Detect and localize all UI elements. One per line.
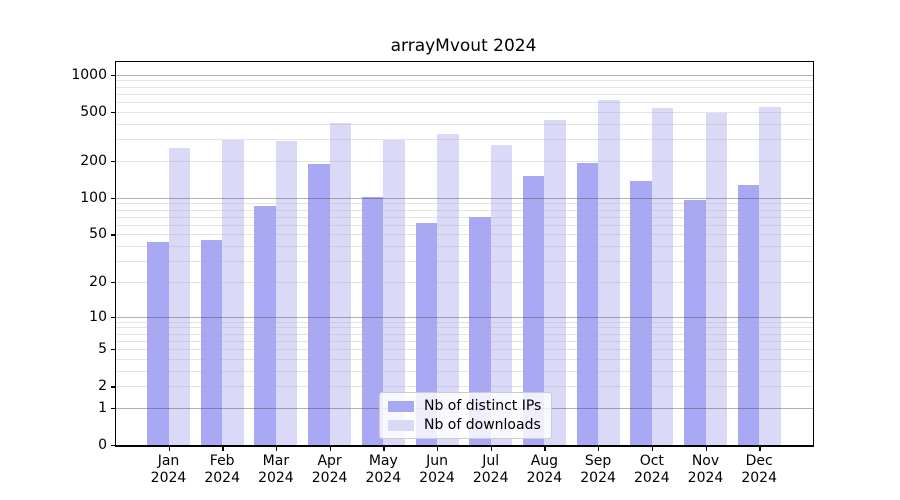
bar-downloads-jul [490, 145, 513, 445]
x-tick-apr [329, 447, 331, 451]
bar-downloads-sep [598, 99, 620, 445]
chart-title: arrayMvout 2024 [390, 36, 537, 56]
bar-downloads-jan [168, 148, 190, 445]
x-tick-label-aug: Aug 2024 [526, 453, 563, 486]
x-tick-nov [705, 447, 707, 451]
y-tick-label-1000: 1000 [71, 66, 107, 83]
y-tick-label-500: 500 [80, 103, 107, 120]
bar-downloads-mar [275, 141, 298, 445]
x-tick-oct [651, 447, 654, 451]
bar-distinct-ips-may [361, 197, 384, 445]
x-tick-label-dec: Dec 2024 [741, 453, 777, 486]
y-tick-label-5: 5 [98, 340, 107, 357]
bar-distinct-ips-aug [522, 176, 545, 445]
x-tick-jan [168, 447, 170, 451]
gridline-minor-700 [116, 93, 813, 95]
y-tick-label-100: 100 [80, 189, 107, 206]
y-tick-1000 [111, 74, 115, 77]
bar-distinct-ips-mar [254, 206, 276, 445]
y-tick-0 [111, 445, 115, 447]
x-tick-label-oct: Oct 2024 [633, 453, 670, 486]
bar-downloads-apr [329, 122, 352, 445]
y-tick-label-200: 200 [80, 152, 107, 169]
x-tick-mar [275, 447, 278, 451]
y-tick-1 [111, 407, 115, 410]
y-tick-20 [111, 281, 115, 284]
gridline-minor-600 [116, 102, 813, 104]
legend-label-downloads: Nb of downloads [424, 417, 541, 433]
x-tick-label-feb: Feb 2024 [204, 453, 240, 486]
x-tick-jun [437, 447, 439, 451]
x-tick-aug [544, 447, 546, 451]
y-tick-50 [111, 234, 115, 236]
x-tick-jul [490, 447, 493, 451]
plot-area [115, 61, 814, 447]
legend-label-distinct-ips: Nb of distinct IPs [424, 398, 542, 414]
bar-downloads-may [383, 139, 405, 445]
y-tick-label-0: 0 [98, 437, 107, 453]
x-tick-label-jul: Jul 2024 [472, 453, 509, 486]
y-tick-10 [111, 316, 115, 318]
bar-distinct-ips-jul [469, 217, 491, 445]
legend-swatch-distinct-ips [388, 400, 414, 412]
bar-distinct-ips-feb [200, 239, 223, 445]
gridline-minor-900 [116, 80, 813, 82]
x-tick-dec [759, 447, 761, 451]
legend-item-downloads: Nb of downloads [388, 417, 541, 433]
x-tick-label-jun: Jun 2024 [419, 453, 455, 486]
y-tick-200 [111, 160, 115, 163]
bar-downloads-dec [759, 106, 781, 445]
legend: Nb of distinct IPs Nb of downloads [379, 392, 553, 439]
y-tick-label-1: 1 [98, 399, 107, 416]
y-tick-label-10: 10 [89, 308, 107, 325]
x-tick-feb [222, 447, 224, 451]
y-tick-2 [111, 386, 115, 388]
x-tick-label-apr: Apr 2024 [311, 453, 348, 486]
bar-distinct-ips-jun [415, 223, 437, 445]
legend-swatch-downloads [388, 419, 414, 431]
gridline-major-1000 [116, 74, 813, 76]
y-tick-500 [111, 111, 115, 114]
bar-downloads-feb [222, 140, 244, 445]
bar-distinct-ips-nov [684, 200, 706, 445]
y-tick-100 [111, 197, 115, 200]
x-tick-label-may: May 2024 [365, 453, 402, 486]
y-tick-label-2: 2 [98, 378, 107, 395]
x-tick-label-nov: Nov 2024 [687, 453, 724, 486]
x-tick-label-mar: Mar 2024 [258, 453, 294, 486]
bar-distinct-ips-sep [576, 163, 599, 445]
legend-item-distinct-ips: Nb of distinct IPs [388, 398, 541, 414]
y-tick-label-20: 20 [89, 273, 107, 290]
bar-downloads-jun [437, 134, 459, 445]
bar-downloads-oct [651, 107, 674, 445]
y-tick-label-50: 50 [89, 226, 107, 243]
bar-downloads-nov [705, 112, 727, 445]
x-tick-label-jan: Jan 2024 [150, 453, 187, 486]
x-tick-may [383, 447, 385, 451]
bar-distinct-ips-dec [737, 184, 760, 445]
bar-distinct-ips-apr [308, 163, 330, 445]
bar-distinct-ips-oct [630, 180, 652, 445]
gridline-minor-800 [116, 86, 813, 88]
bar-distinct-ips-jan [147, 242, 169, 445]
x-tick-sep [598, 447, 600, 451]
y-tick-5 [111, 348, 115, 351]
bar-downloads-aug [544, 120, 566, 445]
x-tick-label-sep: Sep 2024 [580, 453, 616, 486]
